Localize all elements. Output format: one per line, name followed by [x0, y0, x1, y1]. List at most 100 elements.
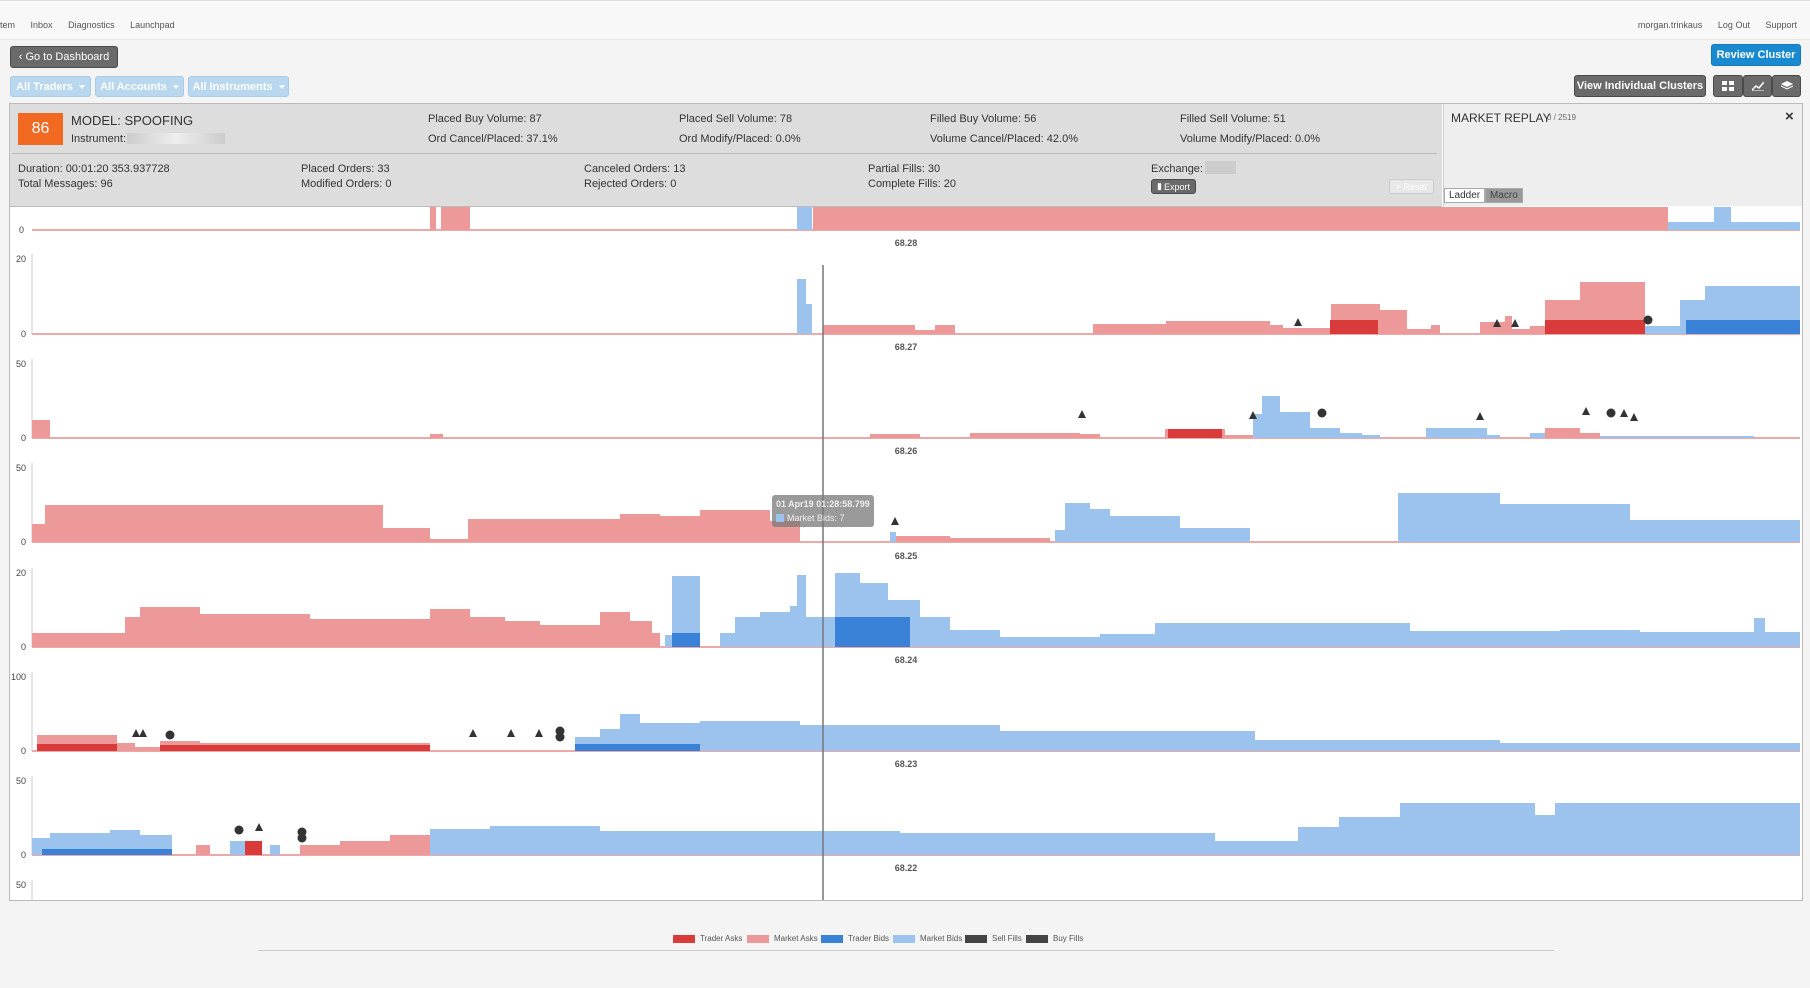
nav-username[interactable]: morgan.trinkaus: [1637, 20, 1703, 30]
market-asks-area: [430, 434, 443, 438]
chart-tooltip: 01 Apr19 01:28:58.799 Market Bids: 7: [772, 495, 874, 527]
market-asks-area: [823, 282, 1645, 334]
sell-fill-marker: [1511, 319, 1519, 327]
legend-market-bids[interactable]: Market Bids: [893, 934, 962, 943]
trader-asks-area: [37, 744, 117, 751]
ord-modify-placed: Ord Modify/Placed: 0.0%: [679, 133, 801, 145]
buy-fill-marker: [555, 732, 565, 742]
instrument-label: Instrument:: [71, 133, 127, 145]
y-tick-label: 0: [21, 433, 26, 443]
exchange-value-redacted: [1205, 161, 1236, 174]
sell-fill-marker: [1620, 409, 1628, 417]
sell-fill-marker: [139, 729, 147, 737]
buy-fill-marker: [297, 833, 307, 843]
sell-fill-marker: [469, 729, 477, 737]
grid-view-button[interactable]: [1713, 75, 1743, 97]
y-tick-label: 50: [16, 359, 26, 369]
y-tick-label: 0: [19, 225, 24, 235]
market-asks-area: [813, 207, 1668, 230]
y-tick-label: 0: [21, 329, 26, 339]
trader-bids-area: [42, 849, 172, 855]
sell-fill-marker: [1582, 407, 1590, 415]
y-tick-label: 50: [16, 463, 26, 473]
y-tick-label: 0: [21, 642, 26, 652]
market-bids-area: [270, 845, 280, 855]
trader-asks-area: [1168, 429, 1222, 438]
export-button[interactable]: ▮ Export: [1151, 179, 1196, 194]
market-bids-area: [797, 207, 812, 230]
nav-item-tem[interactable]: tem: [0, 20, 16, 30]
nav-item-diagnostics[interactable]: Diagnostics: [68, 20, 115, 30]
legend-label: Trader Asks: [700, 934, 743, 943]
ord-cancel-placed: Ord Cancel/Placed: 37.1%: [428, 133, 558, 145]
market-asks-area: [870, 429, 1253, 438]
layers-icon: [1780, 81, 1793, 90]
nav-item-inbox[interactable]: Inbox: [30, 20, 53, 30]
price-level-label: 68.23: [895, 759, 918, 769]
placed-sell-volume: Placed Sell Volume: 78: [679, 113, 793, 125]
nav-support[interactable]: Support: [1765, 20, 1797, 30]
market-bids-area: [890, 532, 896, 542]
legend-sell-fills[interactable]: Sell Fills: [965, 934, 1022, 943]
price-level-label: 68.26: [895, 446, 918, 456]
line-chart-icon: [1751, 81, 1764, 91]
placed-orders: Placed Orders: 33: [301, 163, 390, 175]
market-bids-area: [230, 841, 245, 855]
market-asks-area: [196, 845, 210, 855]
market-asks-area: [300, 835, 430, 855]
caret-down-icon: [78, 84, 85, 89]
y-tick-label: 50: [16, 776, 26, 786]
tooltip-time: 01 Apr19 01:28:58.799: [776, 499, 870, 509]
reset-button[interactable]: ⌕ Reset: [1389, 179, 1434, 194]
sell-fill-marker: [1078, 410, 1086, 418]
market-asks-area: [1545, 428, 1600, 438]
legend-swatch: [673, 934, 695, 943]
caret-down-icon: [278, 84, 285, 89]
sell-fill-marker: [255, 823, 263, 831]
all-accounts-dropdown[interactable]: All Accounts: [95, 76, 184, 97]
modified-orders: Modified Orders: 0: [301, 178, 392, 190]
close-icon[interactable]: ×: [1785, 108, 1794, 125]
chevron-left-icon: ‹: [18, 51, 23, 63]
trader-bids-area: [1686, 320, 1800, 334]
buy-fill-marker: [1317, 408, 1327, 418]
trader-bids-area: [575, 744, 700, 751]
nav-logout[interactable]: Log Out: [1717, 20, 1750, 30]
tab-ladder[interactable]: Ladder: [1444, 188, 1486, 203]
all-traders-label: All Traders: [16, 80, 73, 93]
buy-fill-marker: [165, 730, 175, 740]
review-cluster-button[interactable]: Review Cluster: [1711, 44, 1801, 66]
legend-buy-fills[interactable]: Buy Fills: [1026, 934, 1083, 943]
summary-divider: [12, 153, 1437, 154]
market-replay-counter: 0 / 2519: [1547, 113, 1576, 122]
sell-fill-marker: [1476, 412, 1484, 420]
legend-trader-bids[interactable]: Trader Bids: [821, 934, 889, 943]
trader-bids-area: [835, 617, 910, 647]
legend-trader-asks[interactable]: Trader Asks: [673, 934, 742, 943]
total-messages: Total Messages: 96: [18, 178, 113, 190]
placed-buy-volume: Placed Buy Volume: 87: [428, 113, 542, 125]
nav-left: tem Inbox Diagnostics Launchpad: [0, 20, 188, 30]
all-instruments-dropdown[interactable]: All Instruments: [188, 76, 289, 97]
market-bids-area: [1398, 493, 1800, 542]
price-level-label: 68.28: [895, 238, 918, 248]
market-asks-area: [430, 207, 470, 230]
partial-fills: Partial Fills: 30: [868, 163, 941, 175]
tab-macro[interactable]: Macro: [1485, 188, 1523, 203]
layers-view-button[interactable]: [1772, 75, 1801, 97]
all-instruments-label: All Instruments: [192, 80, 273, 93]
legend-label: Sell Fills: [992, 934, 1022, 943]
y-tick-label: 20: [16, 254, 26, 264]
volume-modify-placed: Volume Modify/Placed: 0.0%: [1180, 133, 1321, 145]
legend-swatch: [893, 934, 915, 943]
chart-view-button[interactable]: [1743, 75, 1772, 97]
sell-fill-marker: [132, 729, 140, 737]
go-to-dashboard-button[interactable]: ‹ Go to Dashboard: [10, 46, 118, 68]
view-individual-clusters-button[interactable]: View Individual Clusters: [1574, 75, 1706, 97]
legend-swatch: [1026, 934, 1048, 943]
all-traders-dropdown[interactable]: All Traders: [10, 76, 91, 97]
nav-item-launchpad[interactable]: Launchpad: [130, 20, 175, 30]
exchange-label: Exchange:: [1151, 163, 1203, 175]
legend-market-asks[interactable]: Market Asks: [747, 934, 818, 943]
